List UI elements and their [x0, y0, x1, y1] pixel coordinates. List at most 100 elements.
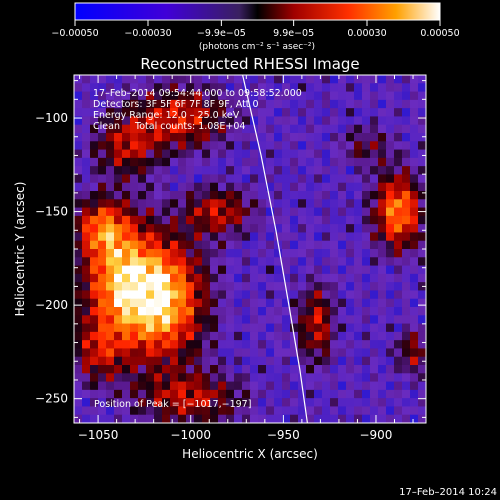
heatmap-cell: [330, 340, 339, 350]
heatmap-cell: [74, 149, 83, 159]
heatmap-cell: [74, 191, 83, 200]
y-tick-label: −200: [35, 298, 68, 312]
heatmap-cell: [114, 240, 123, 250]
heatmap-cell: [210, 290, 219, 300]
heatmap-cell: [210, 199, 219, 209]
heatmap-cell: [362, 365, 371, 374]
heatmap-cell: [242, 381, 251, 391]
heatmap-cell: [418, 116, 426, 126]
heatmap-cell: [98, 215, 107, 225]
heatmap-cell: [410, 249, 419, 258]
heatmap-cell: [170, 348, 179, 358]
heatmap-cell: [90, 199, 99, 209]
heatmap-cell: [114, 182, 123, 192]
heatmap-cell: [138, 331, 147, 341]
heatmap-cell: [402, 224, 411, 234]
heatmap-cell: [178, 116, 187, 126]
heatmap-cell: [82, 356, 91, 366]
heatmap-cell: [138, 124, 147, 134]
heatmap-cell: [226, 75, 235, 84]
heatmap-cell: [122, 273, 131, 283]
heatmap-cell: [322, 91, 331, 101]
heatmap-cell: [162, 182, 171, 192]
heatmap-cell: [322, 315, 331, 325]
heatmap-cell: [378, 157, 387, 167]
heatmap-cell: [346, 323, 355, 333]
heatmap-cell: [186, 215, 195, 225]
heatmap-cell: [330, 149, 339, 159]
heatmap-cell: [154, 406, 163, 416]
heatmap-cell: [178, 108, 187, 118]
heatmap-cell: [98, 166, 107, 176]
heatmap-cell: [186, 157, 195, 167]
heatmap-cell: [162, 340, 171, 350]
heatmap-cell: [106, 290, 115, 300]
heatmap-cell: [202, 307, 211, 316]
heatmap-cell: [138, 133, 147, 142]
heatmap-cell: [146, 182, 155, 192]
heatmap-cell: [226, 149, 235, 159]
heatmap-cell: [242, 273, 251, 283]
heatmap-cell: [98, 141, 107, 151]
heatmap-cell: [330, 141, 339, 151]
heatmap-cell: [338, 249, 347, 258]
heatmap-cell: [82, 215, 91, 225]
heatmap-cell: [210, 99, 219, 109]
heatmap-cell: [82, 365, 91, 374]
heatmap-cell: [250, 215, 259, 225]
heatmap-cell: [410, 199, 419, 209]
heatmap-cell: [346, 116, 355, 126]
heatmap-cell: [410, 331, 419, 341]
heatmap-cell: [274, 307, 283, 316]
heatmap-cell: [354, 149, 363, 159]
heatmap-cell: [258, 307, 267, 316]
heatmap-cell: [194, 116, 203, 126]
heatmap-cell: [218, 273, 227, 283]
heatmap-cell: [138, 257, 147, 267]
heatmap-cell: [258, 141, 267, 151]
heatmap-cell: [114, 224, 123, 234]
heatmap-cell: [386, 340, 395, 350]
heatmap-cell: [234, 215, 243, 225]
heatmap-cell: [362, 149, 371, 159]
colorbar-tick-label: −9.9e−05: [197, 28, 246, 39]
heatmap-cell: [234, 273, 243, 283]
heatmap-cell: [370, 273, 379, 283]
heatmap-cell: [378, 414, 387, 423]
heatmap-cell: [170, 365, 179, 374]
heatmap-cell: [226, 191, 235, 200]
heatmap-cell: [90, 365, 99, 374]
heatmap-cell: [330, 307, 339, 316]
heatmap-cell: [282, 365, 291, 374]
heatmap-cell: [90, 298, 99, 308]
heatmap-cell: [146, 257, 155, 267]
heatmap-cell: [314, 307, 323, 316]
heatmap-cell: [226, 99, 235, 109]
heatmap-cell: [122, 373, 131, 383]
heatmap-cell: [338, 373, 347, 383]
heatmap-cell: [378, 116, 387, 126]
heatmap-cell: [114, 315, 123, 325]
heatmap-cell: [362, 398, 371, 408]
heatmap-cell: [322, 199, 331, 209]
heatmap-cell: [314, 365, 323, 374]
heatmap-cell: [194, 331, 203, 341]
heatmap-cell: [202, 356, 211, 366]
heatmap-cell: [386, 273, 395, 283]
heatmap-cell: [402, 141, 411, 151]
heatmap-cell: [250, 265, 259, 275]
heatmap-cell: [106, 265, 115, 275]
heatmap-cell: [226, 315, 235, 325]
heatmap-cell: [162, 273, 171, 283]
heatmap-cell: [186, 381, 195, 391]
heatmap-cell: [314, 257, 323, 267]
heatmap-cell: [226, 182, 235, 192]
heatmap-cell: [218, 398, 227, 408]
heatmap-cell: [370, 141, 379, 151]
heatmap-cell: [314, 124, 323, 134]
heatmap-cell: [386, 389, 395, 399]
heatmap-cell: [114, 116, 123, 126]
heatmap-cell: [346, 398, 355, 408]
heatmap-cell: [122, 141, 131, 151]
heatmap-cell: [418, 273, 426, 283]
